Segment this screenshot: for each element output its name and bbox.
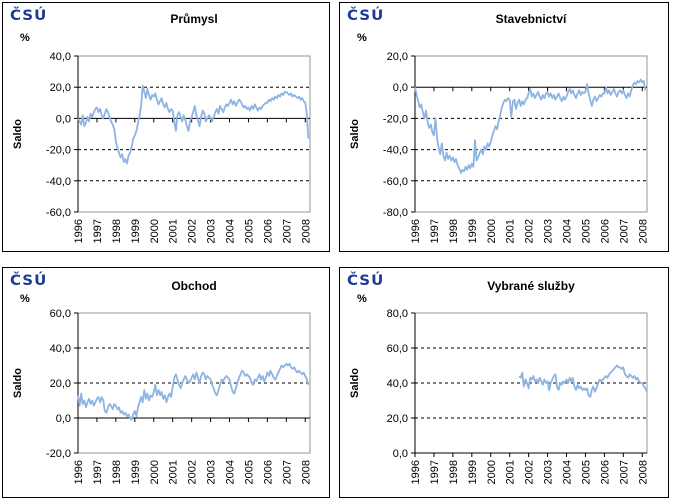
svg-text:2002: 2002 [187, 219, 199, 243]
svg-text:2001: 2001 [168, 460, 180, 484]
svg-text:1996: 1996 [73, 219, 85, 243]
percent-unit-label: % [20, 293, 30, 305]
svg-text:-60,0: -60,0 [46, 207, 71, 219]
svg-text:2002: 2002 [524, 219, 536, 243]
chart-title: Vybrané služby [487, 279, 575, 293]
csu-logo: ČSÚ [10, 271, 48, 289]
svg-text:2000: 2000 [486, 460, 498, 484]
svg-text:60,0: 60,0 [50, 308, 71, 320]
chart-title: Průmysl [170, 12, 218, 26]
svg-text:2001: 2001 [505, 460, 517, 484]
chart-panel-obchod: ČSÚ Obchod % Saldo 60,0 40,0 20,0 0,0 -20,0 1… [2, 267, 330, 498]
svg-text:2008: 2008 [637, 460, 649, 484]
svg-text:1998: 1998 [111, 219, 123, 243]
svg-text:0,0: 0,0 [393, 448, 408, 460]
svg-text:2006: 2006 [599, 460, 611, 484]
svg-text:2002: 2002 [524, 460, 536, 484]
svg-text:1997: 1997 [429, 460, 441, 484]
svg-text:-20,0: -20,0 [46, 448, 71, 460]
percent-unit-label: % [357, 293, 367, 305]
svg-text:20,0: 20,0 [387, 51, 408, 63]
svg-text:2003: 2003 [543, 219, 555, 243]
svg-text:1998: 1998 [111, 460, 123, 484]
svg-text:1996: 1996 [410, 219, 422, 243]
svg-text:0,0: 0,0 [56, 413, 71, 425]
chart-title: Stavebnictví [495, 12, 567, 26]
chart-panel-vybrane-sluzby: ČSÚ Vybrané služby % Saldo 80,0 60,0 40,0 2… [339, 267, 669, 498]
svg-text:2004: 2004 [225, 460, 237, 484]
svg-text:20,0: 20,0 [50, 378, 71, 390]
percent-unit-label: % [20, 32, 30, 44]
svg-text:2000: 2000 [486, 219, 498, 243]
svg-text:1997: 1997 [429, 219, 441, 243]
svg-text:2008: 2008 [300, 219, 312, 243]
svg-text:2005: 2005 [243, 219, 255, 243]
svg-text:2003: 2003 [206, 460, 218, 484]
svg-text:-40,0: -40,0 [383, 145, 408, 157]
svg-text:1996: 1996 [410, 460, 422, 484]
svg-text:40,0: 40,0 [50, 51, 71, 63]
svg-text:2001: 2001 [168, 219, 180, 243]
chart-title: Obchod [171, 279, 217, 293]
svg-text:-40,0: -40,0 [46, 176, 71, 188]
svg-text:2004: 2004 [562, 219, 574, 243]
chart-panel-prumysl: ČSÚ Průmysl % Saldo 40,0 20,0 0,0 -20,0 -40,… [2, 2, 330, 252]
svg-text:2002: 2002 [187, 460, 199, 484]
svg-text:1996: 1996 [73, 460, 85, 484]
svg-text:1998: 1998 [448, 460, 460, 484]
svg-text:80,0: 80,0 [387, 308, 408, 320]
svg-text:2006: 2006 [599, 219, 611, 243]
svg-text:2006: 2006 [262, 460, 274, 484]
svg-text:40,0: 40,0 [50, 343, 71, 355]
svg-text:2004: 2004 [225, 219, 237, 243]
svg-text:-20,0: -20,0 [46, 145, 71, 157]
svg-text:2007: 2007 [618, 219, 630, 243]
svg-text:2007: 2007 [618, 460, 630, 484]
percent-unit-label: % [357, 32, 367, 44]
svg-text:2001: 2001 [505, 219, 517, 243]
svg-text:60,0: 60,0 [387, 343, 408, 355]
svg-text:40,0: 40,0 [387, 378, 408, 390]
svg-text:-60,0: -60,0 [383, 176, 408, 188]
svg-text:2000: 2000 [149, 460, 161, 484]
svg-text:1997: 1997 [92, 460, 104, 484]
csu-logo: ČSÚ [347, 271, 385, 289]
svg-text:2003: 2003 [206, 219, 218, 243]
svg-text:2008: 2008 [300, 460, 312, 484]
svg-text:1999: 1999 [130, 219, 142, 243]
svg-text:2008: 2008 [637, 219, 649, 243]
svg-text:2005: 2005 [580, 219, 592, 243]
svg-text:1998: 1998 [448, 219, 460, 243]
svg-text:2007: 2007 [281, 219, 293, 243]
svg-text:1999: 1999 [130, 460, 142, 484]
svg-text:1999: 1999 [467, 219, 479, 243]
svg-text:0,0: 0,0 [56, 113, 71, 125]
svg-text:-20,0: -20,0 [383, 113, 408, 125]
svg-text:-80,0: -80,0 [383, 207, 408, 219]
chart-panel-stavebnictvi: ČSÚ Stavebnictví % Saldo 20,0 0,0 -20,0 -40… [339, 2, 669, 252]
svg-text:2007: 2007 [281, 460, 293, 484]
svg-text:2004: 2004 [562, 460, 574, 484]
svg-text:2005: 2005 [580, 460, 592, 484]
csu-logo: ČSÚ [347, 6, 385, 24]
svg-text:2005: 2005 [243, 460, 255, 484]
csu-logo: ČSÚ [10, 6, 48, 24]
svg-text:0,0: 0,0 [393, 82, 408, 94]
svg-text:2000: 2000 [149, 219, 161, 243]
svg-text:20,0: 20,0 [50, 82, 71, 94]
svg-text:1997: 1997 [92, 219, 104, 243]
svg-text:1999: 1999 [467, 460, 479, 484]
svg-text:2006: 2006 [262, 219, 274, 243]
svg-text:20,0: 20,0 [387, 413, 408, 425]
svg-text:2003: 2003 [543, 460, 555, 484]
